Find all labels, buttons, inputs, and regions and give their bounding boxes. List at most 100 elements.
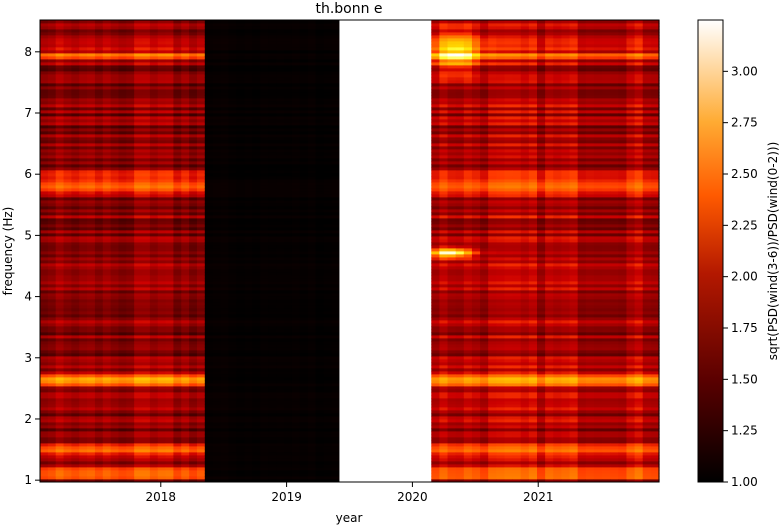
- heatmap-cell: [157, 413, 167, 417]
- heatmap-cell: [94, 200, 104, 204]
- heatmap-cell: [102, 218, 112, 222]
- heatmap-cell: [220, 209, 230, 213]
- heatmap-cell: [244, 200, 253, 204]
- heatmap-cell: [126, 311, 135, 315]
- heatmap-cell: [204, 386, 214, 390]
- heatmap-cell: [110, 155, 120, 159]
- heatmap-cell: [276, 272, 285, 276]
- heatmap-cell: [181, 278, 190, 282]
- heatmap-cell: [165, 272, 175, 276]
- heatmap-cell: [126, 314, 135, 318]
- heatmap-cell: [87, 452, 96, 456]
- heatmap-cell: [94, 26, 104, 30]
- heatmap-cell: [268, 440, 277, 444]
- heatmap-cell: [71, 182, 80, 186]
- heatmap-cell: [181, 242, 190, 246]
- heatmap-cell: [134, 20, 143, 24]
- heatmap-cell: [134, 173, 143, 177]
- heatmap-cell: [110, 311, 120, 315]
- heatmap-cell: [118, 32, 127, 36]
- heatmap-cell: [149, 149, 159, 153]
- heatmap-cell: [79, 65, 88, 69]
- heatmap-cell: [40, 392, 49, 396]
- heatmap-cell: [71, 215, 80, 219]
- heatmap-cell: [165, 50, 175, 54]
- heatmap-cell: [142, 293, 151, 297]
- heatmap-cell: [291, 371, 301, 375]
- heatmap-cell: [220, 317, 230, 321]
- heatmap-cell: [47, 161, 57, 165]
- heatmap-cell: [165, 305, 175, 309]
- heatmap-cell: [173, 62, 182, 66]
- heatmap-cell: [236, 194, 246, 198]
- heatmap-cell: [142, 89, 151, 93]
- heatmap-cell: [173, 185, 182, 189]
- heatmap-cell: [276, 182, 285, 186]
- heatmap-cell: [157, 59, 167, 63]
- heatmap-cell: [252, 353, 261, 357]
- heatmap-cell: [236, 101, 246, 105]
- heatmap-cell: [165, 149, 175, 153]
- heatmap-cell: [268, 419, 277, 423]
- heatmap-cell: [55, 332, 65, 336]
- heatmap-cell: [63, 329, 72, 333]
- heatmap-cell: [236, 251, 246, 255]
- heatmap-cell: [55, 368, 65, 372]
- heatmap-cell: [268, 158, 277, 162]
- heatmap-cell: [110, 47, 120, 51]
- heatmap-cell: [284, 266, 293, 270]
- heatmap-cell: [276, 59, 285, 63]
- heatmap-cell: [173, 380, 182, 384]
- heatmap-cell: [102, 389, 112, 393]
- heatmap-cell: [268, 476, 277, 480]
- heatmap-cell: [260, 29, 269, 33]
- heatmap-cell: [71, 413, 80, 417]
- heatmap-cell: [71, 200, 80, 204]
- heatmap-cell: [94, 164, 104, 168]
- heatmap-cell: [126, 245, 135, 249]
- heatmap-cell: [212, 68, 222, 72]
- heatmap-cell: [118, 62, 127, 66]
- heatmap-cell: [63, 65, 72, 69]
- heatmap-cell: [228, 128, 238, 132]
- heatmap-cell: [268, 431, 277, 435]
- heatmap-cell: [71, 206, 80, 210]
- heatmap-cell: [118, 218, 127, 222]
- heatmap-cell: [189, 59, 198, 63]
- heatmap-cell: [268, 155, 277, 159]
- heatmap-cell: [252, 254, 261, 258]
- heatmap-cell: [134, 83, 143, 87]
- heatmap-cell: [94, 59, 104, 63]
- heatmap-cell: [181, 401, 190, 405]
- heatmap-cell: [165, 164, 175, 168]
- heatmap-cell: [79, 476, 88, 480]
- heatmap-cell: [47, 323, 57, 327]
- heatmap-cell: [94, 218, 104, 222]
- heatmap-cell: [94, 143, 104, 147]
- heatmap-cell: [63, 149, 72, 153]
- heatmap-cell: [196, 278, 206, 282]
- heatmap-cell: [260, 341, 269, 345]
- heatmap-cell: [94, 83, 104, 87]
- heatmap-cell: [79, 338, 88, 342]
- heatmap-cell: [87, 236, 96, 240]
- heatmap-cell: [244, 263, 253, 267]
- heatmap-cell: [181, 176, 190, 180]
- heatmap-cell: [110, 356, 120, 360]
- heatmap-cell: [291, 284, 301, 288]
- heatmap-cell: [118, 179, 127, 183]
- heatmap-cell: [102, 374, 112, 378]
- heatmap-cell: [244, 305, 253, 309]
- heatmap-cell: [40, 476, 49, 480]
- heatmap-cell: [87, 368, 96, 372]
- heatmap-cell: [110, 257, 120, 261]
- heatmap-cell: [212, 182, 222, 186]
- heatmap-cell: [55, 239, 65, 243]
- heatmap-cell: [157, 161, 167, 165]
- heatmap-cell: [276, 419, 285, 423]
- heatmap-cell: [79, 461, 88, 465]
- heatmap-cell: [244, 209, 253, 213]
- heatmap-cell: [126, 230, 135, 234]
- heatmap-cell: [252, 200, 261, 204]
- heatmap-cell: [47, 215, 57, 219]
